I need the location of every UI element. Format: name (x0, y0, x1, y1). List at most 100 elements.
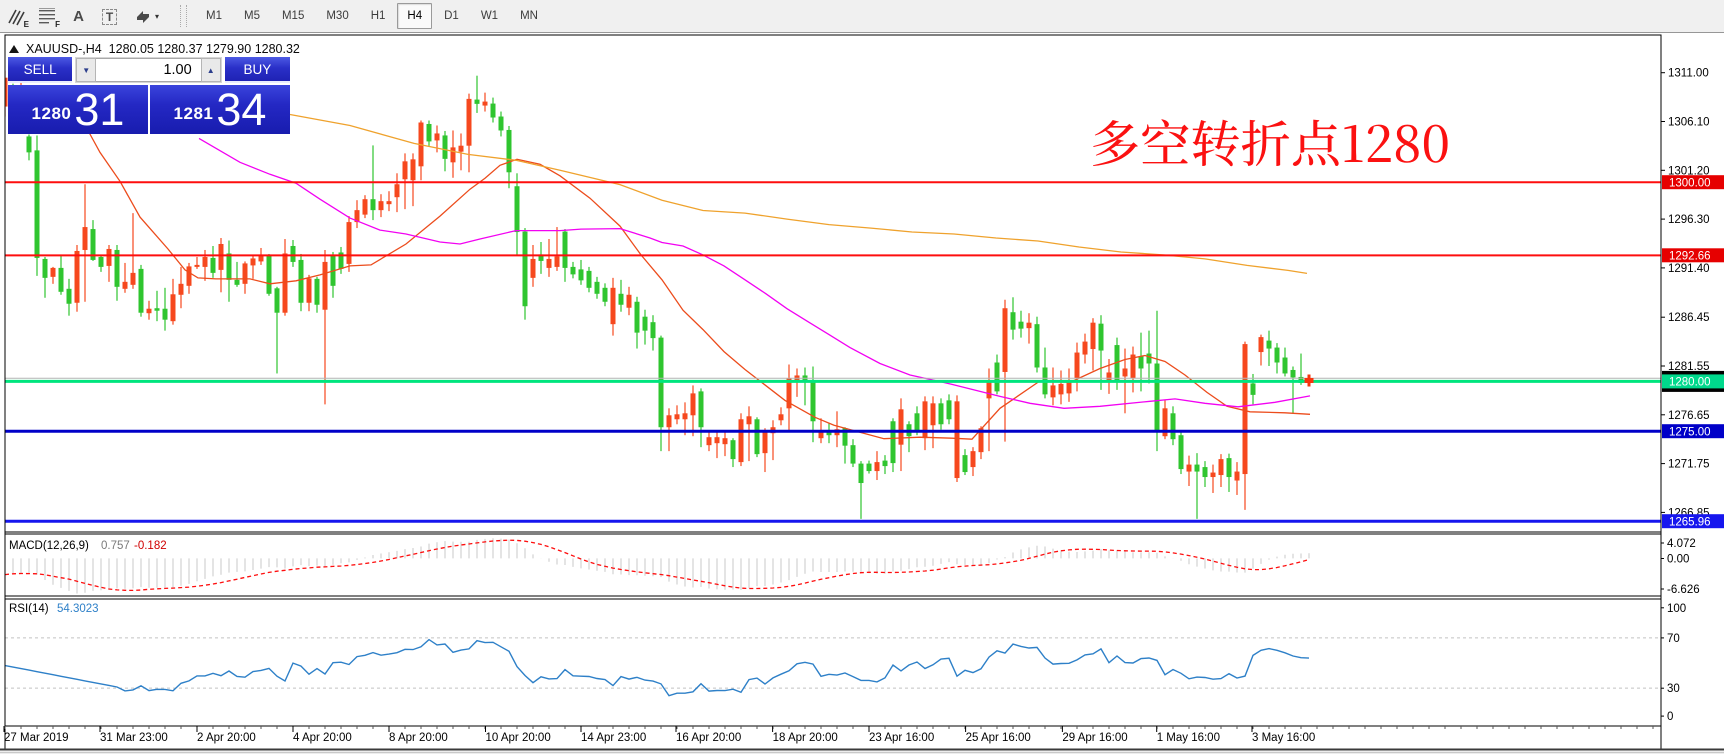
candle-body (154, 308, 160, 311)
time-label: 10 Apr 20:00 (486, 732, 551, 744)
price-badge-text-1300.00: 1300.00 (1669, 177, 1711, 189)
symbol-title: XAUUSD-,H4 1280.05 1280.37 1279.90 1280.… (9, 42, 300, 56)
rect-shape (4, 34, 1662, 750)
candle-body (738, 419, 744, 463)
rsi-scale-70: 70 (1667, 633, 1680, 645)
price-badge-1275.00 (1662, 424, 1724, 439)
volume-increase-button[interactable]: ▲ (200, 58, 221, 82)
candle-body (474, 99, 480, 104)
time-axis[interactable]: 27 Mar 2019 31 Mar 23:00 2 Apr 20:00 4 Apr … (3, 726, 1654, 744)
candle-body (722, 438, 728, 445)
rsi-panel (5, 637, 1661, 697)
indicators-icon-sub: E (23, 19, 29, 29)
candle-body (1034, 324, 1040, 368)
time-label: 4 Apr 20:00 (293, 732, 352, 744)
candle-body (410, 159, 416, 181)
sell-price-display[interactable]: 1280 31 (8, 85, 148, 134)
candle-body (570, 266, 576, 275)
volume-decrease-button[interactable]: ▼ (76, 58, 97, 82)
last-price-marker-icon (1304, 374, 1314, 387)
ma-fast-red (87, 130, 1311, 440)
volume-spinner: ▼ 1.00 ▲ (75, 57, 222, 83)
candle-body (322, 261, 328, 310)
grid-icon[interactable]: F (33, 4, 62, 30)
tf-button-M5[interactable]: M5 (243, 10, 260, 22)
candle-body (162, 308, 168, 320)
candle-body (290, 245, 296, 262)
candle-body (122, 281, 128, 289)
price-badge-text-1280.00: 1280.00 (1669, 377, 1711, 389)
candle-body (1146, 353, 1152, 364)
candle-body (946, 400, 952, 420)
macd-label: MACD(12,26,9) (9, 540, 89, 552)
ma-mid-magenta (198, 137, 1311, 409)
candle-body (258, 255, 264, 262)
text-label-icon[interactable]: A (64, 4, 93, 30)
time-label: 29 Apr 16:00 (1062, 732, 1127, 744)
text-box-icon[interactable]: T (95, 4, 124, 30)
price-badge-1280.00 (1662, 374, 1724, 389)
candle-body (1090, 322, 1096, 350)
chart-canvas[interactable]: MACD(12,26,9) 0.757 -0.182 RSI(14) 54.3023 13… (0, 33, 1724, 754)
candle-body (1106, 372, 1112, 380)
buy-button[interactable]: BUY (224, 57, 290, 83)
tf-button-H1[interactable]: H1 (370, 10, 386, 22)
tf-button-M30[interactable]: M30 (326, 10, 349, 22)
candle-body (818, 431, 824, 439)
candle-body (530, 258, 536, 278)
candle-body (346, 222, 352, 264)
candle-body (1250, 383, 1256, 395)
candle-body (186, 266, 192, 286)
annotation-glyph-空 (1142, 119, 1189, 164)
candle-body (1074, 352, 1080, 379)
candle-body (202, 256, 208, 267)
candle-body (1202, 467, 1208, 478)
candle-body (170, 294, 176, 322)
dropdown-caret-icon: ▾ (154, 12, 159, 21)
candle-body (810, 382, 816, 422)
candle-body (978, 428, 984, 453)
annotation-text[interactable] (1093, 119, 1448, 167)
candle-body (866, 463, 872, 472)
chart-area[interactable]: MACD(12,26,9) 0.757 -0.182 RSI(14) 54.3023 13… (0, 33, 1724, 754)
sell-button[interactable]: SELL (8, 57, 73, 83)
candle-body (858, 463, 864, 484)
price-open: 1280.05 (108, 42, 154, 56)
tf-button-M1[interactable]: M1 (206, 10, 222, 22)
candle-body (218, 243, 224, 270)
candle-body (786, 378, 792, 409)
rsi-label: RSI(14) (9, 603, 49, 615)
price-badge-1300.00 (1662, 175, 1724, 190)
price-label-1311.00: 1311.00 (1668, 68, 1709, 80)
indicators-icon[interactable]: E (2, 4, 31, 30)
candle-body (106, 248, 112, 266)
buy-price-display[interactable]: 1281 34 (150, 85, 290, 134)
collapse-triangle-icon[interactable] (9, 45, 19, 53)
rsi-scale-30: 30 (1667, 683, 1680, 695)
tf-button-H4[interactable]: H4 (397, 3, 433, 29)
text-label-glyph: A (73, 8, 84, 25)
tf-button-W1[interactable]: W1 (480, 10, 499, 22)
price-axis[interactable]: 1311.00 1306.10 1301.20 1296.30 1291.40 1286.… (1661, 68, 1724, 723)
candle-body (994, 362, 1000, 392)
candle-body (226, 253, 232, 280)
candle-body (146, 308, 152, 314)
candle-body (898, 409, 904, 445)
tf-button-MN[interactable]: MN (520, 10, 538, 22)
candle-body (594, 281, 600, 294)
time-label: 23 Apr 16:00 (869, 732, 934, 744)
buy-price-main: 1281 (173, 104, 214, 123)
candle-body (26, 136, 32, 153)
annotation-glyph-多 (1093, 120, 1138, 167)
candle-body (1226, 458, 1232, 478)
cycle-arrows-icon[interactable]: ▾ (126, 4, 166, 30)
candle-body (426, 123, 432, 142)
volume-input[interactable]: 1.00 (96, 58, 201, 82)
candle-body (82, 227, 88, 250)
candle-body (98, 256, 104, 267)
tf-button-M15[interactable]: M15 (281, 10, 305, 22)
candle-body (970, 451, 976, 468)
candle-body (282, 253, 288, 313)
tf-button-D1[interactable]: D1 (444, 10, 459, 22)
